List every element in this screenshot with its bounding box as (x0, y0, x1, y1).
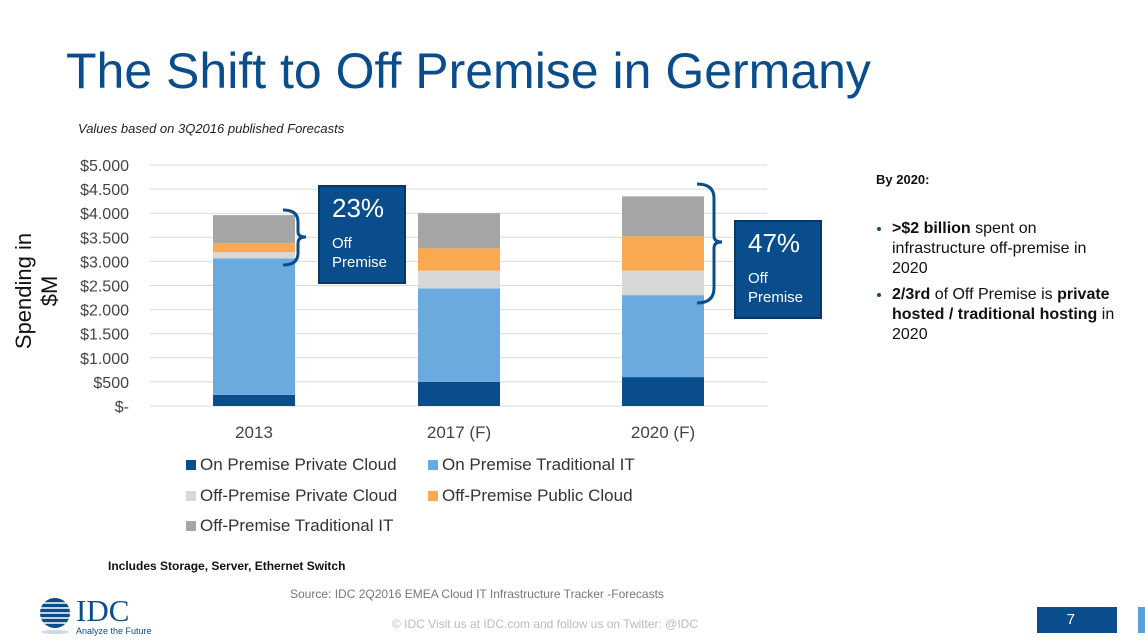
bar-segment (622, 377, 704, 406)
bullet-1: >$2 billion spent on infrastructure off-… (892, 219, 1116, 279)
legend-item: On Premise Traditional IT (428, 455, 635, 475)
callout-pct: 47% (748, 228, 801, 258)
callout-pct: 23% (332, 193, 385, 223)
bar-segment (418, 288, 500, 382)
legend-item: Off-Premise Private Cloud (186, 486, 397, 506)
bracket-2020 (696, 182, 723, 305)
y-tick-label: $3.000 (80, 254, 129, 271)
bar-segment (622, 270, 704, 296)
y-tick-label: $3.500 (80, 230, 129, 247)
bar-segment (622, 236, 704, 271)
y-tick-label: $2.000 (80, 303, 129, 320)
y-tick-label: $4.500 (80, 182, 129, 199)
bar-segment (213, 243, 295, 253)
callout-2013: 23% Off Premise (318, 185, 406, 284)
bar-segment (418, 270, 500, 289)
y-tick-label: $1.500 (80, 327, 129, 344)
globe-icon (36, 598, 76, 634)
includes-note: Includes Storage, Server, Ethernet Switc… (108, 559, 346, 573)
callout-2020: 47% Off Premise (734, 220, 822, 319)
bullet-2: 2/3rd of Off Premise is private hosted /… (892, 285, 1116, 345)
side-notes: By 2020: >$2 billion spent on infrastruc… (876, 172, 1116, 351)
bar-segment (213, 215, 295, 244)
page-title: The Shift to Off Premise in Germany (66, 43, 871, 99)
legend-item: Off-Premise Traditional IT (186, 516, 393, 536)
callout-label: Off Premise (748, 270, 804, 306)
y-tick-label: $4.000 (80, 206, 129, 223)
y-tick-label: $2.500 (80, 279, 129, 296)
side-heading: By 2020: (876, 172, 930, 187)
bar-segment (213, 258, 295, 395)
bar-segment (213, 394, 295, 406)
logo-tagline: Analyze the Future (76, 626, 152, 636)
bar-segment (418, 248, 500, 271)
source-note: Source: IDC 2Q2016 EMEA Cloud IT Infrast… (290, 587, 664, 601)
logo-text: IDC (76, 593, 130, 628)
bar-segment (418, 213, 500, 249)
legend-item: On Premise Private Cloud (186, 455, 397, 475)
y-tick-label: $1.000 (80, 351, 129, 368)
bar-segment (213, 252, 295, 259)
legend-item: Off-Premise Public Cloud (428, 486, 633, 506)
footer-text: © IDC Visit us at IDC.com and follow us … (392, 617, 699, 631)
page-accent-bar (1138, 607, 1145, 633)
bar-segment (622, 196, 704, 237)
callout-label: Off Premise (332, 235, 388, 271)
page-number: 7 (1037, 607, 1117, 633)
x-tick-label: 2013 (235, 423, 273, 442)
y-tick-label: $500 (93, 375, 129, 392)
y-tick-label: $- (115, 399, 129, 416)
x-tick-label: 2020 (F) (631, 423, 695, 442)
subtitle: Values based on 3Q2016 published Forecas… (78, 121, 345, 136)
stacked-bar-chart: $- $500 $1.000 $1.500 $2.000 $2.500 $3.000 $3.5… (80, 158, 767, 442)
bracket-2013 (282, 208, 307, 267)
y-tick-label: $5.000 (80, 158, 129, 175)
x-tick-label: 2017 (F) (427, 423, 491, 442)
bar-segment (622, 295, 704, 378)
bar-segment (418, 381, 500, 406)
